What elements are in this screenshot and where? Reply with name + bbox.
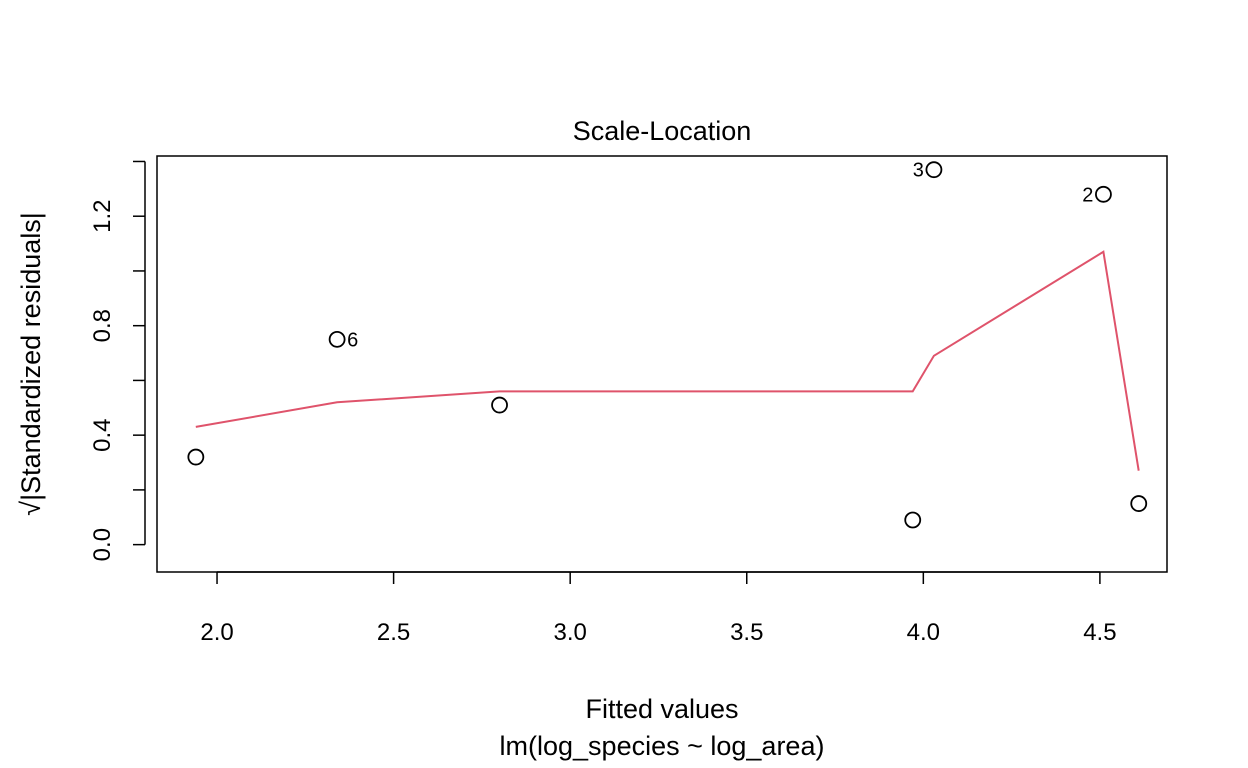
y-tick-label: 0.8 (89, 309, 116, 342)
plot-frame (156, 155, 1168, 573)
x-axis-label: Fitted values (585, 694, 738, 724)
data-series: 6 3 2 (187, 160, 1148, 529)
point-label: 2 (1082, 184, 1093, 206)
x-axis: 2.0 2.5 3.0 3.5 4.0 4.5 (200, 571, 1117, 646)
data-point (925, 161, 943, 179)
x-axis-sublabel: lm(log_species ~ log_area) (500, 731, 825, 761)
data-point (1130, 495, 1148, 512)
x-tick-label: 2.5 (377, 619, 410, 646)
y-tick-label: 1.2 (89, 200, 116, 233)
data-point (328, 330, 346, 348)
x-tick-label: 4.0 (907, 619, 940, 646)
data-point (187, 448, 205, 466)
x-tick-label: 3.0 (553, 619, 586, 646)
data-point (904, 511, 922, 529)
y-axis-label: √|Standardized residuals| (16, 212, 46, 516)
data-point (491, 396, 508, 414)
point-label: 3 (913, 160, 924, 182)
y-axis: 0.0 0.4 0.8 1.2 (89, 160, 146, 561)
point-label: 6 (347, 329, 358, 351)
chart-title: Scale-Location (573, 116, 752, 146)
x-tick-label: 2.0 (200, 619, 233, 646)
y-tick-label: 0.0 (89, 528, 116, 561)
data-point (1095, 185, 1112, 203)
y-tick-label: 0.4 (89, 418, 116, 451)
x-tick-label: 4.5 (1083, 619, 1116, 646)
smoother-line (195, 250, 1140, 471)
x-tick-label: 3.5 (730, 619, 763, 646)
